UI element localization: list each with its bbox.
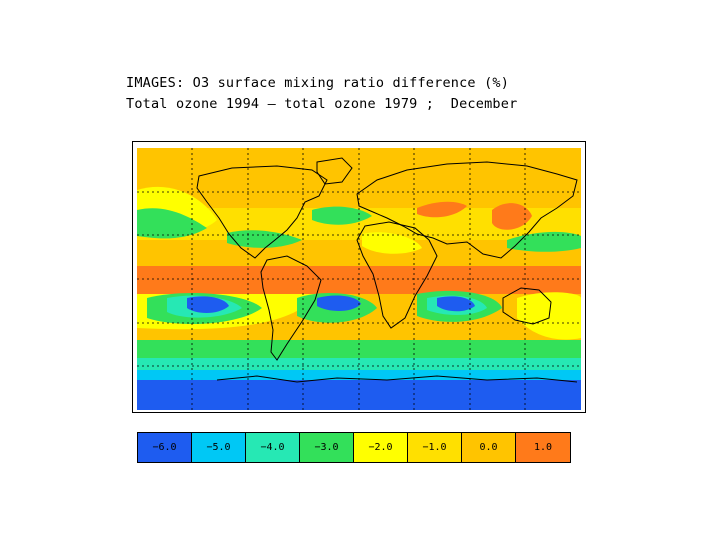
legend-cell-2: −4.0 — [246, 433, 300, 462]
patch-atlantic-green — [312, 206, 372, 225]
legend-label: −4.0 — [260, 442, 285, 453]
coast-south-america — [260, 255, 322, 361]
legend-label: −6.0 — [152, 442, 177, 453]
coastlines — [196, 157, 578, 383]
patch-asia-green — [507, 231, 581, 252]
patch-indian-ocean-blue — [437, 296, 475, 312]
legend-label: −1.0 — [422, 442, 447, 453]
patch-north-pacific-green — [137, 208, 207, 239]
legend-cell-1: −5.0 — [192, 433, 246, 462]
legend-label: −3.0 — [314, 442, 339, 453]
patch-asia-orange — [417, 201, 467, 218]
legend-label: 1.0 — [533, 442, 553, 453]
patch-japan-orange — [492, 203, 532, 230]
legend-cell-7: 1.0 — [516, 433, 570, 462]
ozone-difference-map — [137, 148, 581, 410]
legend-cell-5: −1.0 — [408, 433, 462, 462]
coast-greenland — [316, 157, 353, 185]
patch-south-atlantic-blue — [317, 295, 361, 311]
legend-label: −5.0 — [206, 442, 231, 453]
patch-africa-yellow — [362, 232, 422, 254]
legend-cell-4: −2.0 — [354, 433, 408, 462]
graticule — [137, 148, 581, 410]
legend-label: 0.0 — [479, 442, 498, 453]
map-title-line-1: IMAGES: O3 surface mixing ratio differen… — [126, 75, 510, 91]
coast-north-america — [196, 165, 328, 259]
legend-cell-6: 0.0 — [462, 433, 516, 462]
legend-cell-3: −3.0 — [300, 433, 354, 462]
color-legend: −6.0 −5.0 −4.0 −3.0 −2.0 −1.0 0.0 1.0 — [137, 432, 571, 463]
map-title-line-2: Total ozone 1994 — total ozone 1979 ; De… — [126, 96, 518, 112]
legend-label: −2.0 — [368, 442, 393, 453]
patch-south-pacific-blue — [187, 296, 229, 313]
legend-cell-0: −6.0 — [138, 433, 192, 462]
coast-africa — [356, 221, 438, 329]
coast-antarctica — [216, 375, 578, 383]
coast-australia — [502, 287, 552, 325]
